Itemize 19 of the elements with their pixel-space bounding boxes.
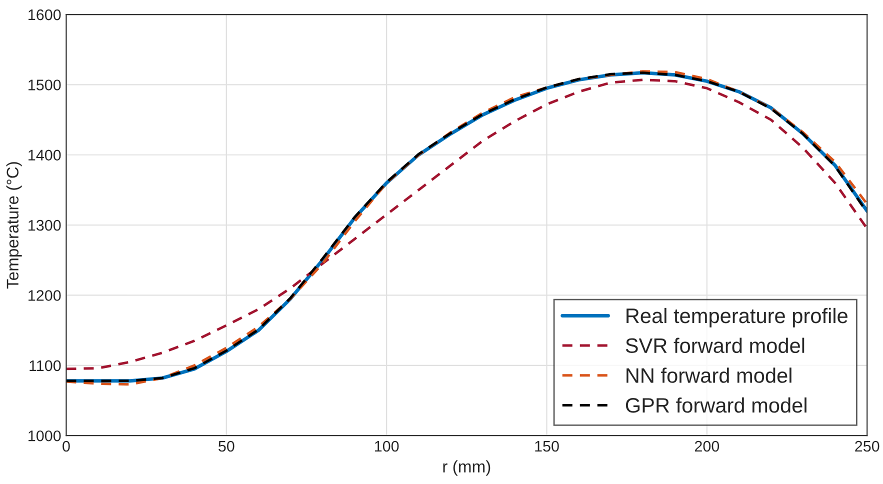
- x-tick-label: 150: [535, 440, 559, 452]
- y-tick-label: 1000: [28, 430, 61, 442]
- legend-label: SVR forward model: [626, 338, 804, 354]
- y-tick-label: 1300: [28, 220, 61, 231]
- x-axis-title: r (mm): [443, 460, 490, 476]
- y-tick-label: 1400: [28, 150, 61, 161]
- y-tick-label: 1200: [28, 290, 61, 301]
- y-axis-title: Temperature (°C): [6, 162, 22, 289]
- legend-label: GPR forward model: [626, 397, 806, 413]
- x-tick-label: 100: [375, 440, 399, 452]
- x-tick-label: 250: [855, 440, 880, 452]
- x-tick-label: 0: [62, 440, 70, 452]
- legend-label: Real temperature profile: [626, 308, 848, 328]
- x-tick-label: 200: [694, 440, 720, 452]
- y-tick-label: 1600: [28, 9, 61, 20]
- legend-label: NN forward model: [626, 368, 792, 383]
- y-tick-label: 1100: [30, 360, 61, 372]
- x-tick-label: 50: [218, 440, 234, 452]
- y-tick-label: 1500: [28, 80, 61, 90]
